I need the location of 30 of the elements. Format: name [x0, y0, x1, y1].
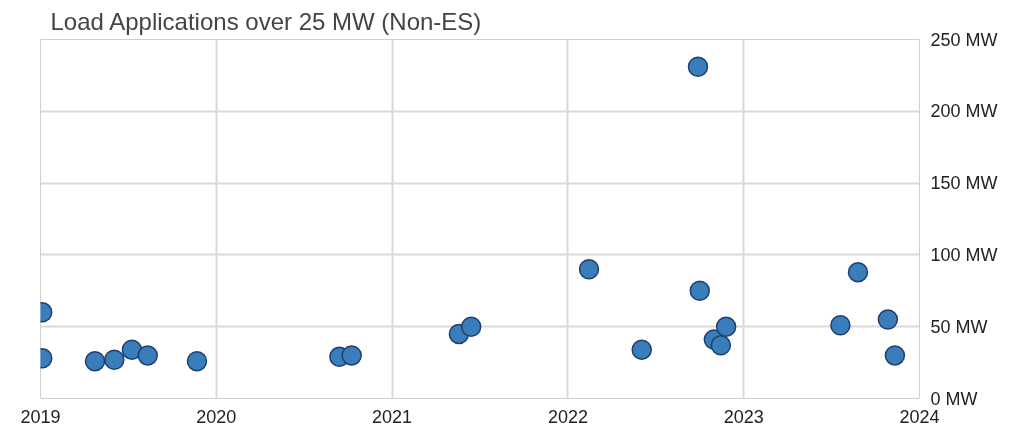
point — [884, 345, 906, 366]
point — [137, 345, 158, 366]
point — [341, 345, 362, 366]
point — [631, 339, 652, 360]
y-tick-label: 200 MW — [930, 101, 998, 122]
point — [578, 259, 600, 280]
x-tick-label: 2024 — [899, 406, 940, 427]
x-tick-label: 2022 — [547, 406, 588, 427]
point — [104, 349, 125, 370]
point — [121, 339, 143, 360]
y-tick-label: 0 MW — [930, 388, 978, 409]
chart-title: Load Applications over 25 MW (Non-ES) — [50, 7, 482, 35]
point — [689, 280, 710, 302]
y-tick-label: 150 MW — [930, 173, 998, 194]
point — [84, 350, 106, 372]
point — [847, 261, 869, 283]
y-tick-label: 250 MW — [930, 29, 998, 50]
y-tick-label: 100 MW — [930, 244, 998, 265]
x-tick-label: 2020 — [196, 406, 237, 427]
point — [186, 350, 208, 372]
point — [830, 315, 851, 336]
x-tick-label: 2023 — [723, 406, 764, 427]
point — [877, 309, 899, 330]
x-tick-label: 2019 — [20, 406, 61, 427]
x-tick-label: 2021 — [372, 406, 413, 427]
point — [710, 335, 732, 356]
point — [715, 316, 737, 337]
point — [687, 56, 709, 78]
y-tick-label: 50 MW — [930, 316, 988, 337]
point — [460, 316, 482, 337]
